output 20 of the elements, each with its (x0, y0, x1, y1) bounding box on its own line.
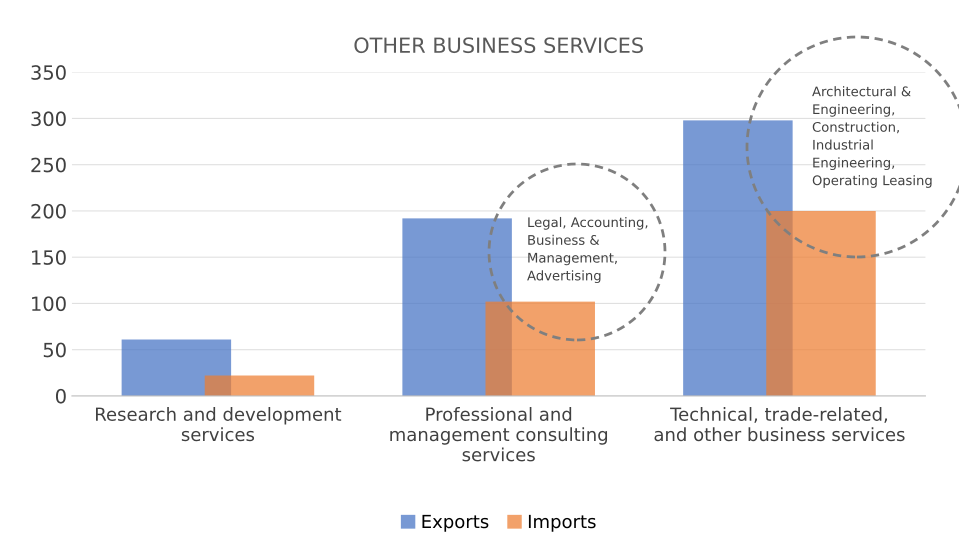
y-tick-label: 350 (31, 65, 66, 80)
x-tick-label: Technical, trade-related, and other business services (654, 407, 905, 442)
y-tick-label: 200 (31, 204, 66, 219)
y-tick-label: 250 (31, 158, 66, 172)
y-tick-label: 100 (32, 296, 66, 312)
bar (204, 376, 314, 396)
annotation: Architectural & Engineering, Construction, Industrial Engineering, Operating Leasing (812, 86, 932, 188)
y-tick-label: 300 (31, 111, 66, 126)
annotation: Legal, Accounting, Business & Management, Advertising (527, 216, 648, 284)
x-tick-label: Professional and management consulting services (390, 407, 608, 462)
bar (485, 302, 595, 396)
legend-label: Exports (422, 514, 488, 532)
y-tick-label: 0 (56, 388, 66, 404)
chart-title: OTHER BUSINESS SERVICES (354, 37, 643, 54)
legend-label: Imports (528, 514, 596, 532)
x-tick-label: Research and development services (96, 407, 342, 442)
y-tick-label: 50 (44, 342, 66, 358)
bar (122, 339, 232, 396)
y-tick-label: 150 (32, 250, 66, 265)
bar (766, 210, 876, 396)
